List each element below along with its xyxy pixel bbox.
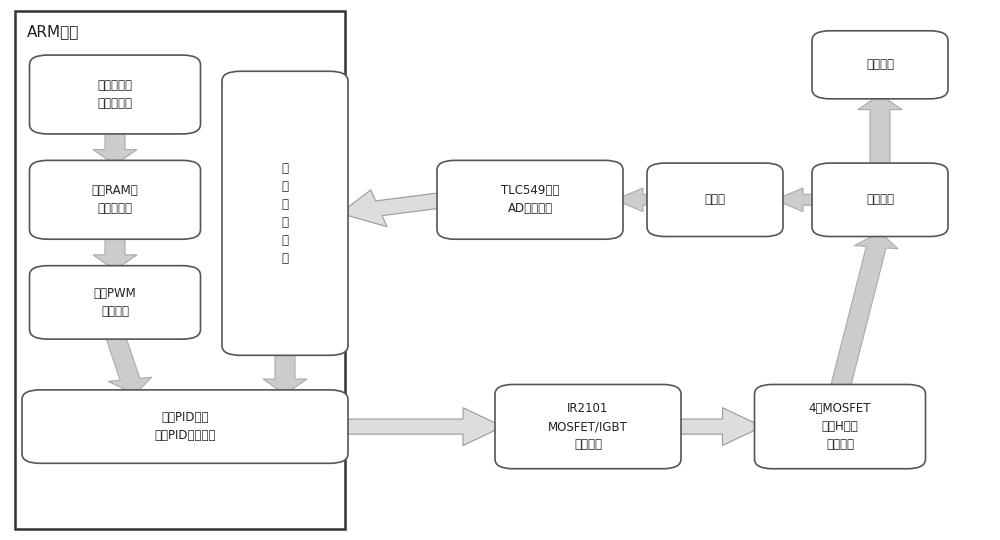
Text: 混沌搞拌: 混沌搞拌 xyxy=(866,58,894,71)
Polygon shape xyxy=(615,188,655,212)
FancyBboxPatch shape xyxy=(30,266,200,339)
FancyBboxPatch shape xyxy=(755,384,926,469)
Text: 4个MOSFET
组成H全桥
驱动电路: 4个MOSFET 组成H全桥 驱动电路 xyxy=(809,402,871,451)
FancyBboxPatch shape xyxy=(437,160,623,239)
Polygon shape xyxy=(93,130,137,165)
FancyBboxPatch shape xyxy=(495,384,681,469)
Text: 反
馈
信
号
处
理: 反 馈 信 号 处 理 xyxy=(282,162,288,265)
Polygon shape xyxy=(673,408,763,445)
Polygon shape xyxy=(830,232,898,389)
Polygon shape xyxy=(105,334,152,394)
Text: 软件编程生
成混沌信号: 软件编程生 成混沌信号 xyxy=(98,79,132,110)
Polygon shape xyxy=(775,188,820,212)
FancyBboxPatch shape xyxy=(30,160,200,239)
Polygon shape xyxy=(93,235,137,270)
Polygon shape xyxy=(263,351,307,394)
Polygon shape xyxy=(858,94,902,167)
Polygon shape xyxy=(340,408,503,445)
FancyBboxPatch shape xyxy=(812,31,948,99)
Text: IR2101
MOSFET/IGBT
驱动芯片: IR2101 MOSFET/IGBT 驱动芯片 xyxy=(548,402,628,451)
Text: 通过PID算法
编写PID控制程序: 通过PID算法 编写PID控制程序 xyxy=(154,411,216,442)
Polygon shape xyxy=(340,190,448,227)
Text: ARM芯片: ARM芯片 xyxy=(27,24,79,39)
FancyBboxPatch shape xyxy=(647,163,783,237)
FancyBboxPatch shape xyxy=(22,390,348,463)
Text: TLC549串行
AD转换芯片: TLC549串行 AD转换芯片 xyxy=(501,184,559,215)
FancyBboxPatch shape xyxy=(222,71,348,355)
Text: 直流电机: 直流电机 xyxy=(866,193,894,206)
FancyBboxPatch shape xyxy=(30,55,200,134)
Text: 内置RAM储
存混沌信号: 内置RAM储 存混沌信号 xyxy=(92,184,138,215)
Text: 内置PWM
硬件模块: 内置PWM 硬件模块 xyxy=(94,287,136,318)
FancyBboxPatch shape xyxy=(812,163,948,237)
Text: 传感器: 传感器 xyxy=(704,193,726,206)
